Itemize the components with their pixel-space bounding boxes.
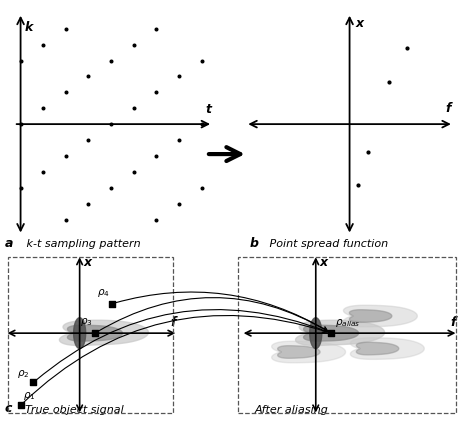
- Polygon shape: [278, 346, 320, 358]
- Polygon shape: [350, 338, 424, 360]
- Text: $\rho_3$: $\rho_3$: [80, 316, 93, 328]
- Polygon shape: [350, 310, 392, 322]
- Text: $\rho_4$: $\rho_4$: [97, 287, 110, 299]
- Text: f: f: [450, 316, 456, 329]
- Text: x: x: [319, 256, 328, 269]
- Polygon shape: [272, 341, 345, 363]
- Polygon shape: [68, 325, 122, 341]
- Point: [91, 330, 99, 336]
- Text: $\rho_{alias}$: $\rho_{alias}$: [335, 317, 360, 329]
- Polygon shape: [310, 318, 322, 348]
- Text: b: b: [250, 238, 259, 250]
- Text: After aliasing: After aliasing: [255, 405, 329, 415]
- Text: Point spread function: Point spread function: [266, 239, 388, 249]
- Text: a: a: [5, 238, 13, 250]
- Polygon shape: [344, 305, 417, 327]
- Bar: [238, 258, 456, 413]
- Text: True object signal: True object signal: [25, 405, 124, 415]
- Point: [17, 401, 25, 408]
- Text: k-t sampling pattern: k-t sampling pattern: [23, 239, 141, 249]
- Point: [327, 330, 335, 336]
- Text: k: k: [25, 21, 33, 34]
- Text: c: c: [5, 402, 12, 415]
- Text: f: f: [445, 102, 450, 115]
- Polygon shape: [304, 325, 358, 341]
- Text: x: x: [356, 17, 364, 30]
- Polygon shape: [74, 318, 86, 348]
- Bar: [8, 258, 173, 413]
- Point: [108, 300, 116, 307]
- Text: $\rho_2$: $\rho_2$: [17, 368, 30, 380]
- Polygon shape: [295, 320, 385, 345]
- Point: [30, 379, 37, 386]
- Text: f: f: [170, 316, 176, 329]
- Polygon shape: [357, 342, 399, 355]
- Text: x: x: [83, 256, 92, 269]
- Polygon shape: [59, 320, 149, 345]
- Text: t: t: [206, 103, 212, 116]
- Text: $\rho_1$: $\rho_1$: [23, 390, 36, 402]
